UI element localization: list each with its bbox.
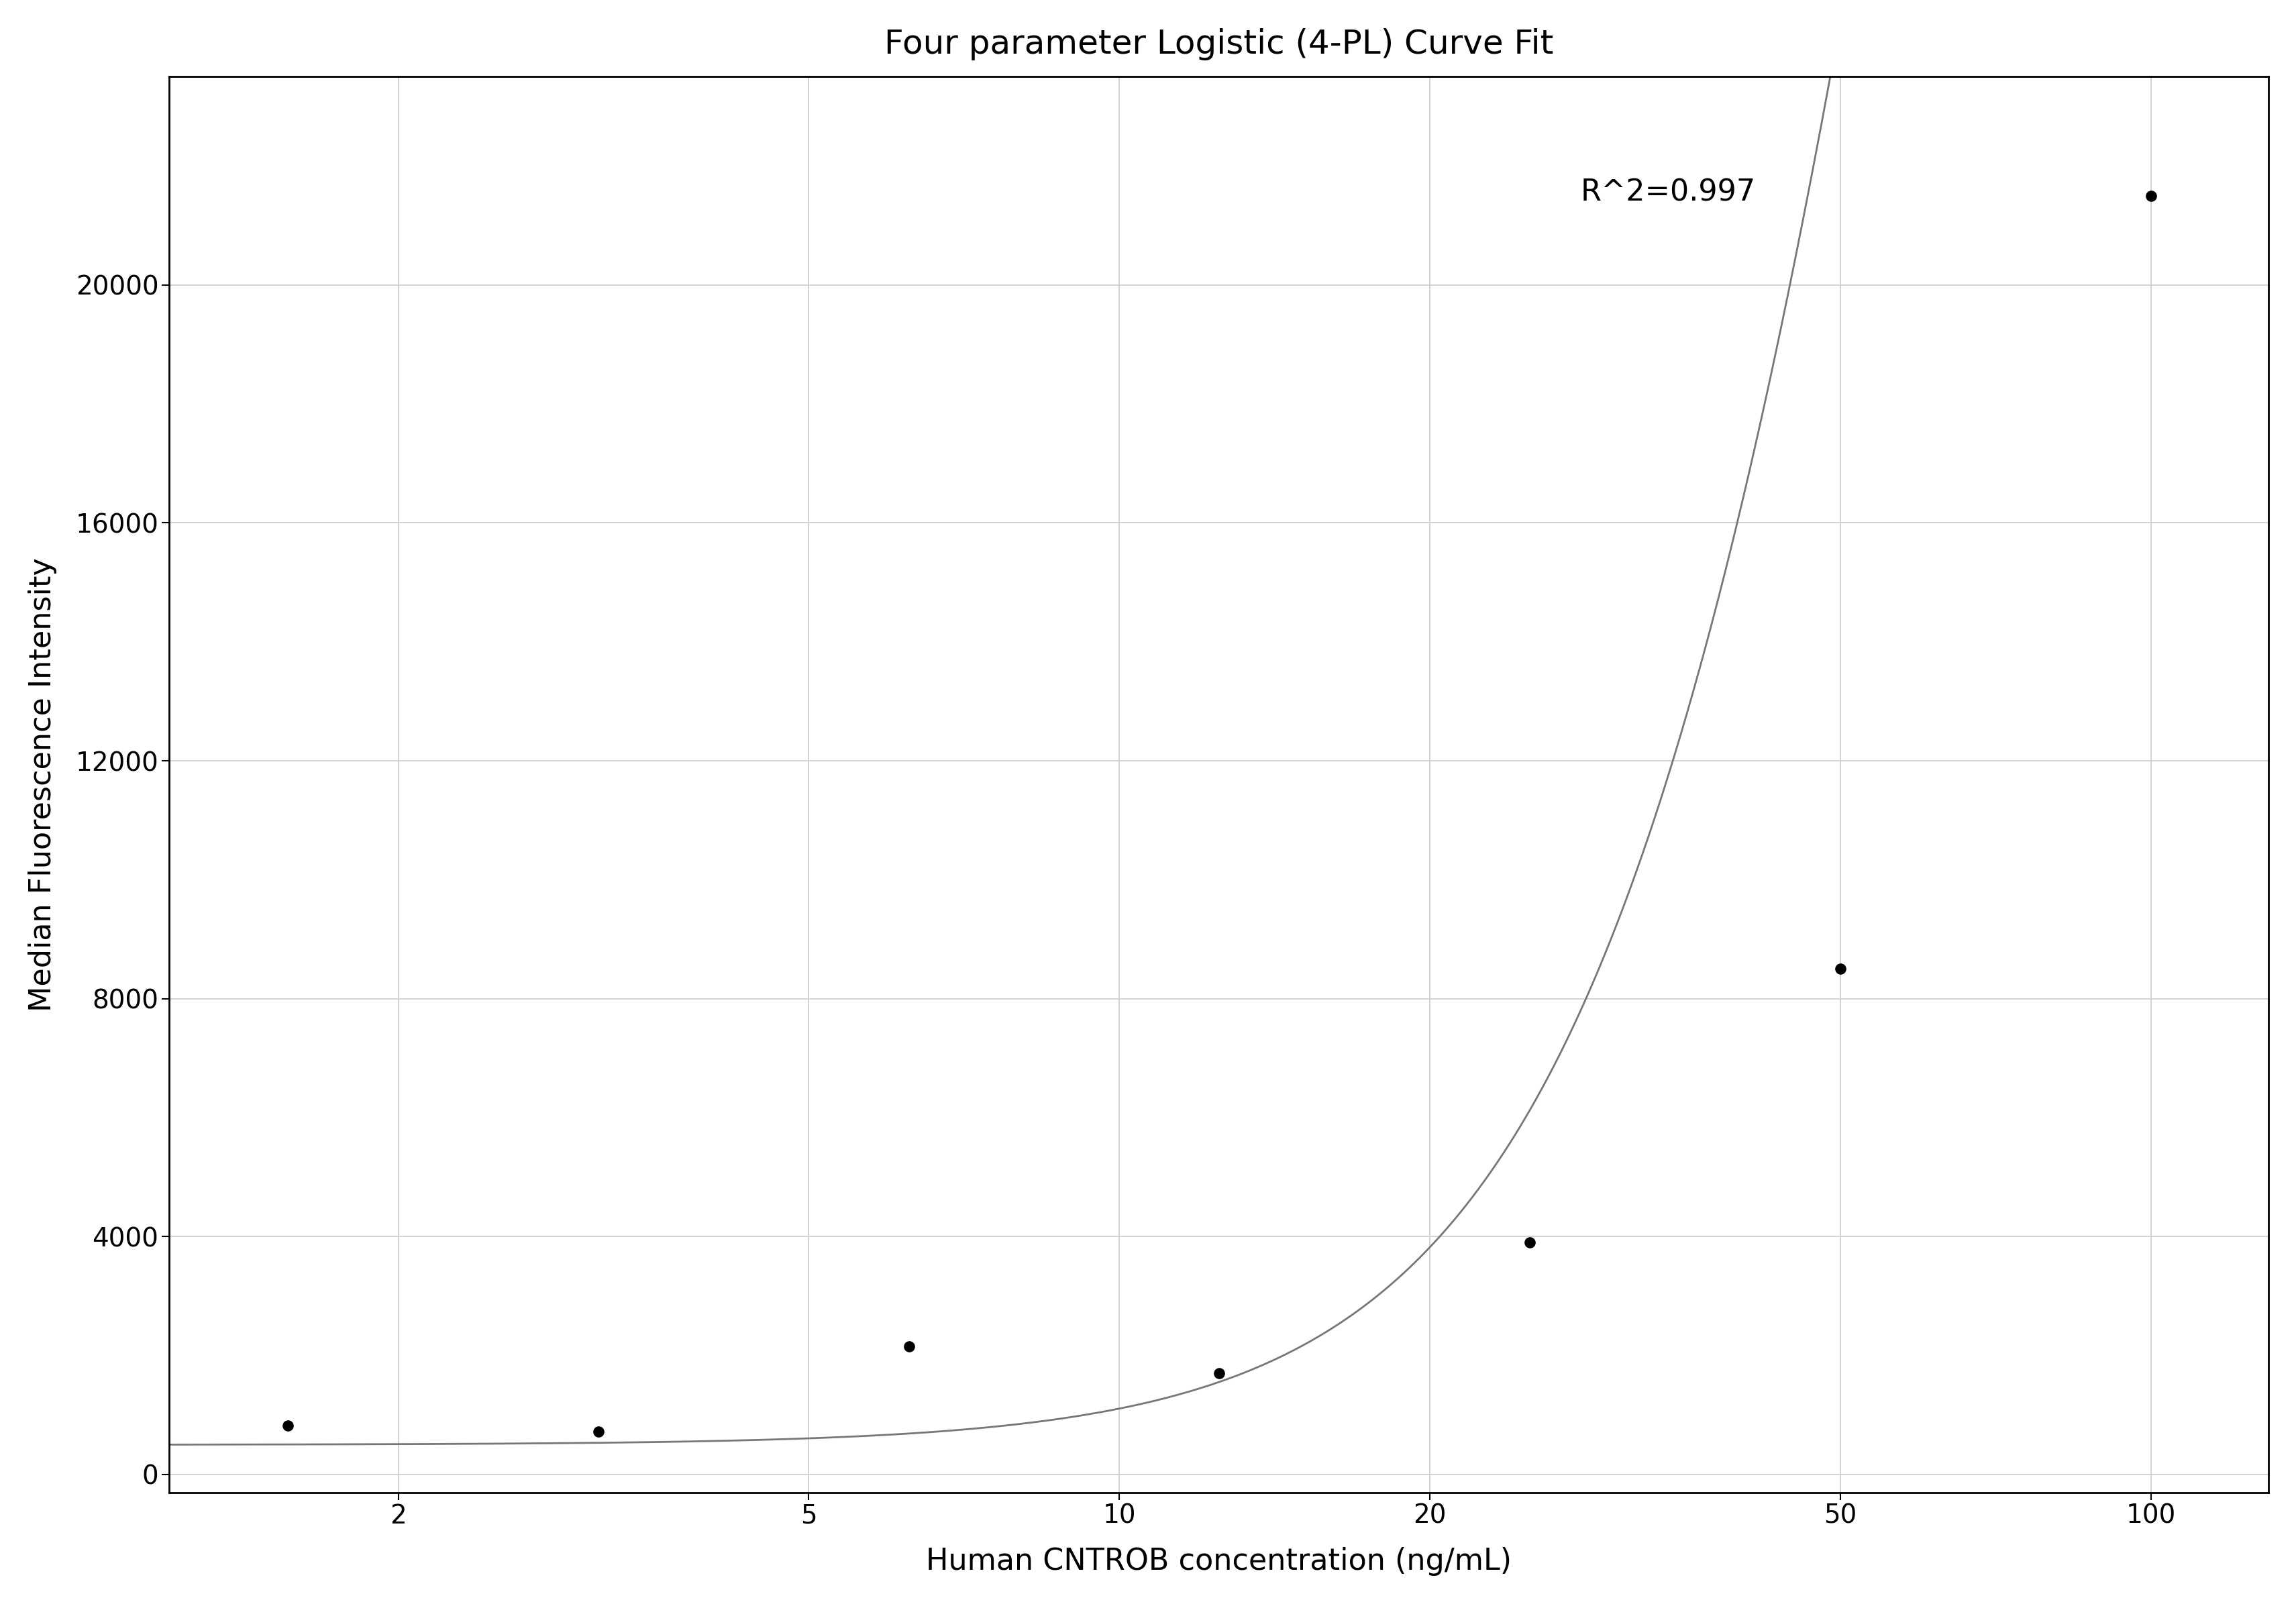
Title: Four parameter Logistic (4-PL) Curve Fit: Four parameter Logistic (4-PL) Curve Fit [884,27,1552,61]
Text: R^2=0.997: R^2=0.997 [1580,178,1756,207]
Point [2133,183,2170,209]
Point [269,1413,305,1439]
Y-axis label: Median Fluorescence Intensity: Median Fluorescence Intensity [28,558,57,1012]
Point [1511,1230,1548,1256]
Point [579,1420,615,1445]
Point [891,1335,928,1360]
X-axis label: Human CNTROB concentration (ng/mL): Human CNTROB concentration (ng/mL) [925,1548,1511,1577]
Point [1201,1360,1238,1386]
Point [1821,956,1857,982]
